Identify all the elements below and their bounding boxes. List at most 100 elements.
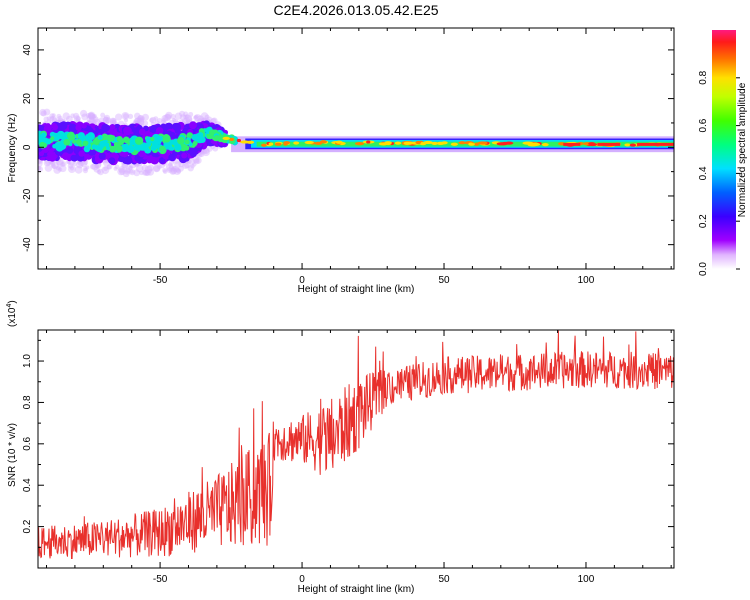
spectrogram-halo-cell	[100, 112, 106, 118]
spectrogram-core-cell	[188, 142, 193, 147]
snr-exponent-label: (x104)	[6, 300, 18, 327]
spectrogram-heatmap	[38, 108, 674, 178]
spectrogram-core-cell	[162, 134, 171, 143]
spectrogram-halo-cell	[137, 118, 145, 126]
spectrogram-y-tick-label: -20	[22, 188, 33, 203]
spectrogram-halo-cell	[144, 165, 153, 174]
spectrogram-halo-cell	[161, 118, 166, 123]
spectrogram-core-cell	[101, 141, 107, 147]
spectrogram-core-cell	[174, 143, 182, 151]
spectrogram-halo-cell	[169, 165, 174, 170]
spectrogram-peak-cell	[354, 142, 365, 146]
spectrogram-halo-cell	[182, 162, 189, 169]
spectrogram-halo-cell	[57, 167, 63, 172]
spectrogram-halo-cell	[92, 113, 97, 119]
spectrogram-halo-cell	[44, 164, 53, 172]
spectrogram-halo-cell	[91, 162, 99, 171]
snr-y-label: SNR (10 * v/v)	[7, 423, 18, 487]
spectrogram-cell	[38, 150, 45, 157]
spectrogram-halo-cell	[87, 111, 96, 119]
spectrogram-core-cell	[45, 138, 52, 145]
snr-panel: -50 0 50 100 0.2 0.4 0.6 0.8 1.0 Height of stra…	[6, 300, 675, 595]
spectrogram-halo-cell	[53, 166, 62, 174]
snr-x-tick-label: 100	[578, 574, 595, 585]
colorbar-tick-label: 0.2	[698, 214, 709, 228]
spectrogram-cell	[123, 156, 133, 165]
spectrogram-halo-cell	[125, 167, 131, 173]
snr-trace	[38, 330, 674, 559]
spectrogram-peak-cell	[236, 138, 242, 143]
spectrogram-peak-cell	[624, 143, 631, 147]
spectrogram-halo-cell	[97, 168, 104, 176]
spectrogram-x-tick-label: 100	[578, 275, 595, 286]
snr-x-label: Height of straight line (km)	[298, 584, 415, 595]
spectrogram-halo-cell	[174, 161, 181, 168]
spectrogram-halo-cell	[46, 119, 52, 124]
spectrogram-halo-cell	[142, 120, 149, 126]
spectrogram-halo-cell	[85, 113, 91, 118]
spectrogram-core-cell	[101, 133, 109, 141]
spectrogram-halo-cell	[143, 169, 150, 176]
spectrogram-peak-cell	[541, 143, 549, 147]
spectrogram-halo-cell	[194, 114, 202, 122]
spectrogram-peak-cell	[384, 141, 392, 145]
spectrogram-halo-cell	[149, 117, 154, 123]
spectrogram-core-cell	[191, 134, 199, 141]
spectrogram-peak-cell	[222, 136, 230, 140]
spectrogram-halo-cell	[153, 116, 159, 122]
spectrogram-peak-cell	[274, 142, 282, 146]
spectrogram-halo-cell	[181, 117, 189, 125]
spectrogram-peak-cell	[415, 140, 422, 145]
spectrogram-peak-cell	[496, 142, 508, 146]
spectrogram-halo-cell	[70, 113, 75, 119]
snr-y-tick-label: 0.2	[22, 519, 33, 533]
spectrogram-halo-cell	[67, 163, 74, 169]
spectrogram-core-cell	[40, 132, 47, 138]
spectrogram-halo-cell	[51, 113, 56, 118]
snr-y-tick-label: 0.6	[22, 436, 33, 450]
spectrogram-cell	[98, 152, 106, 160]
spectrogram-halo-cell	[164, 113, 172, 121]
spectrogram-halo-cell	[134, 112, 141, 120]
spectrogram-halo-cell	[184, 114, 190, 119]
spectrogram-halo-cell	[119, 168, 126, 176]
spectrogram-halo-cell	[123, 113, 129, 119]
spectrogram-halo-cell	[60, 161, 66, 167]
spectrogram-halo-cell	[103, 116, 109, 122]
spectrogram-halo-cell	[115, 113, 123, 121]
spectrogram-core-cell	[38, 133, 42, 139]
snr-axes-frame	[37, 329, 675, 569]
spectrogram-halo-cell	[193, 115, 198, 120]
spectrogram-halo-cell	[114, 164, 120, 170]
spectrogram-halo-cell	[105, 120, 110, 125]
spectrogram-halo-cell	[212, 145, 219, 152]
spectrogram-halo-cell	[183, 114, 188, 120]
spectrogram-halo-cell	[198, 151, 205, 158]
spectrogram-halo-cell	[123, 118, 129, 123]
spectrogram-cell	[138, 128, 146, 136]
spectrogram-halo-cell	[106, 164, 112, 170]
spectrogram-halo-cell	[113, 166, 118, 171]
spectrogram-halo-cell	[161, 114, 169, 122]
spectrogram-peak-cell	[261, 143, 267, 147]
spectrogram-halo-cell	[165, 111, 173, 119]
spectrogram-y-tick-label: 40	[22, 44, 33, 56]
spectrogram-halo-cell	[139, 170, 144, 176]
spectrogram-halo-cell	[202, 148, 210, 157]
spectrogram-halo-cell	[83, 160, 88, 165]
spectrogram-halo-cell	[51, 163, 56, 168]
spectrogram-cell	[124, 127, 131, 134]
spectrogram-peak-cell	[304, 140, 314, 145]
spectrogram-halo-cell	[88, 112, 96, 120]
spectrogram-core-cell	[177, 136, 185, 145]
spectrogram-core-cell	[85, 137, 90, 142]
spectrogram-core-cell	[49, 131, 56, 138]
spectrogram-halo-cell	[160, 119, 167, 126]
colorbar: 0.0 0.2 0.4 0.6 0.8 Normalized spectral ampl…	[698, 30, 748, 276]
spectrogram-peak-cell	[314, 141, 323, 145]
spectrogram-core-cell	[91, 144, 97, 150]
spectrogram-halo-cell	[179, 114, 187, 121]
spectrogram-halo-cell	[170, 167, 177, 175]
spectrogram-peak-cell	[441, 141, 448, 145]
spectrogram-y-tick-label: 20	[22, 93, 33, 105]
